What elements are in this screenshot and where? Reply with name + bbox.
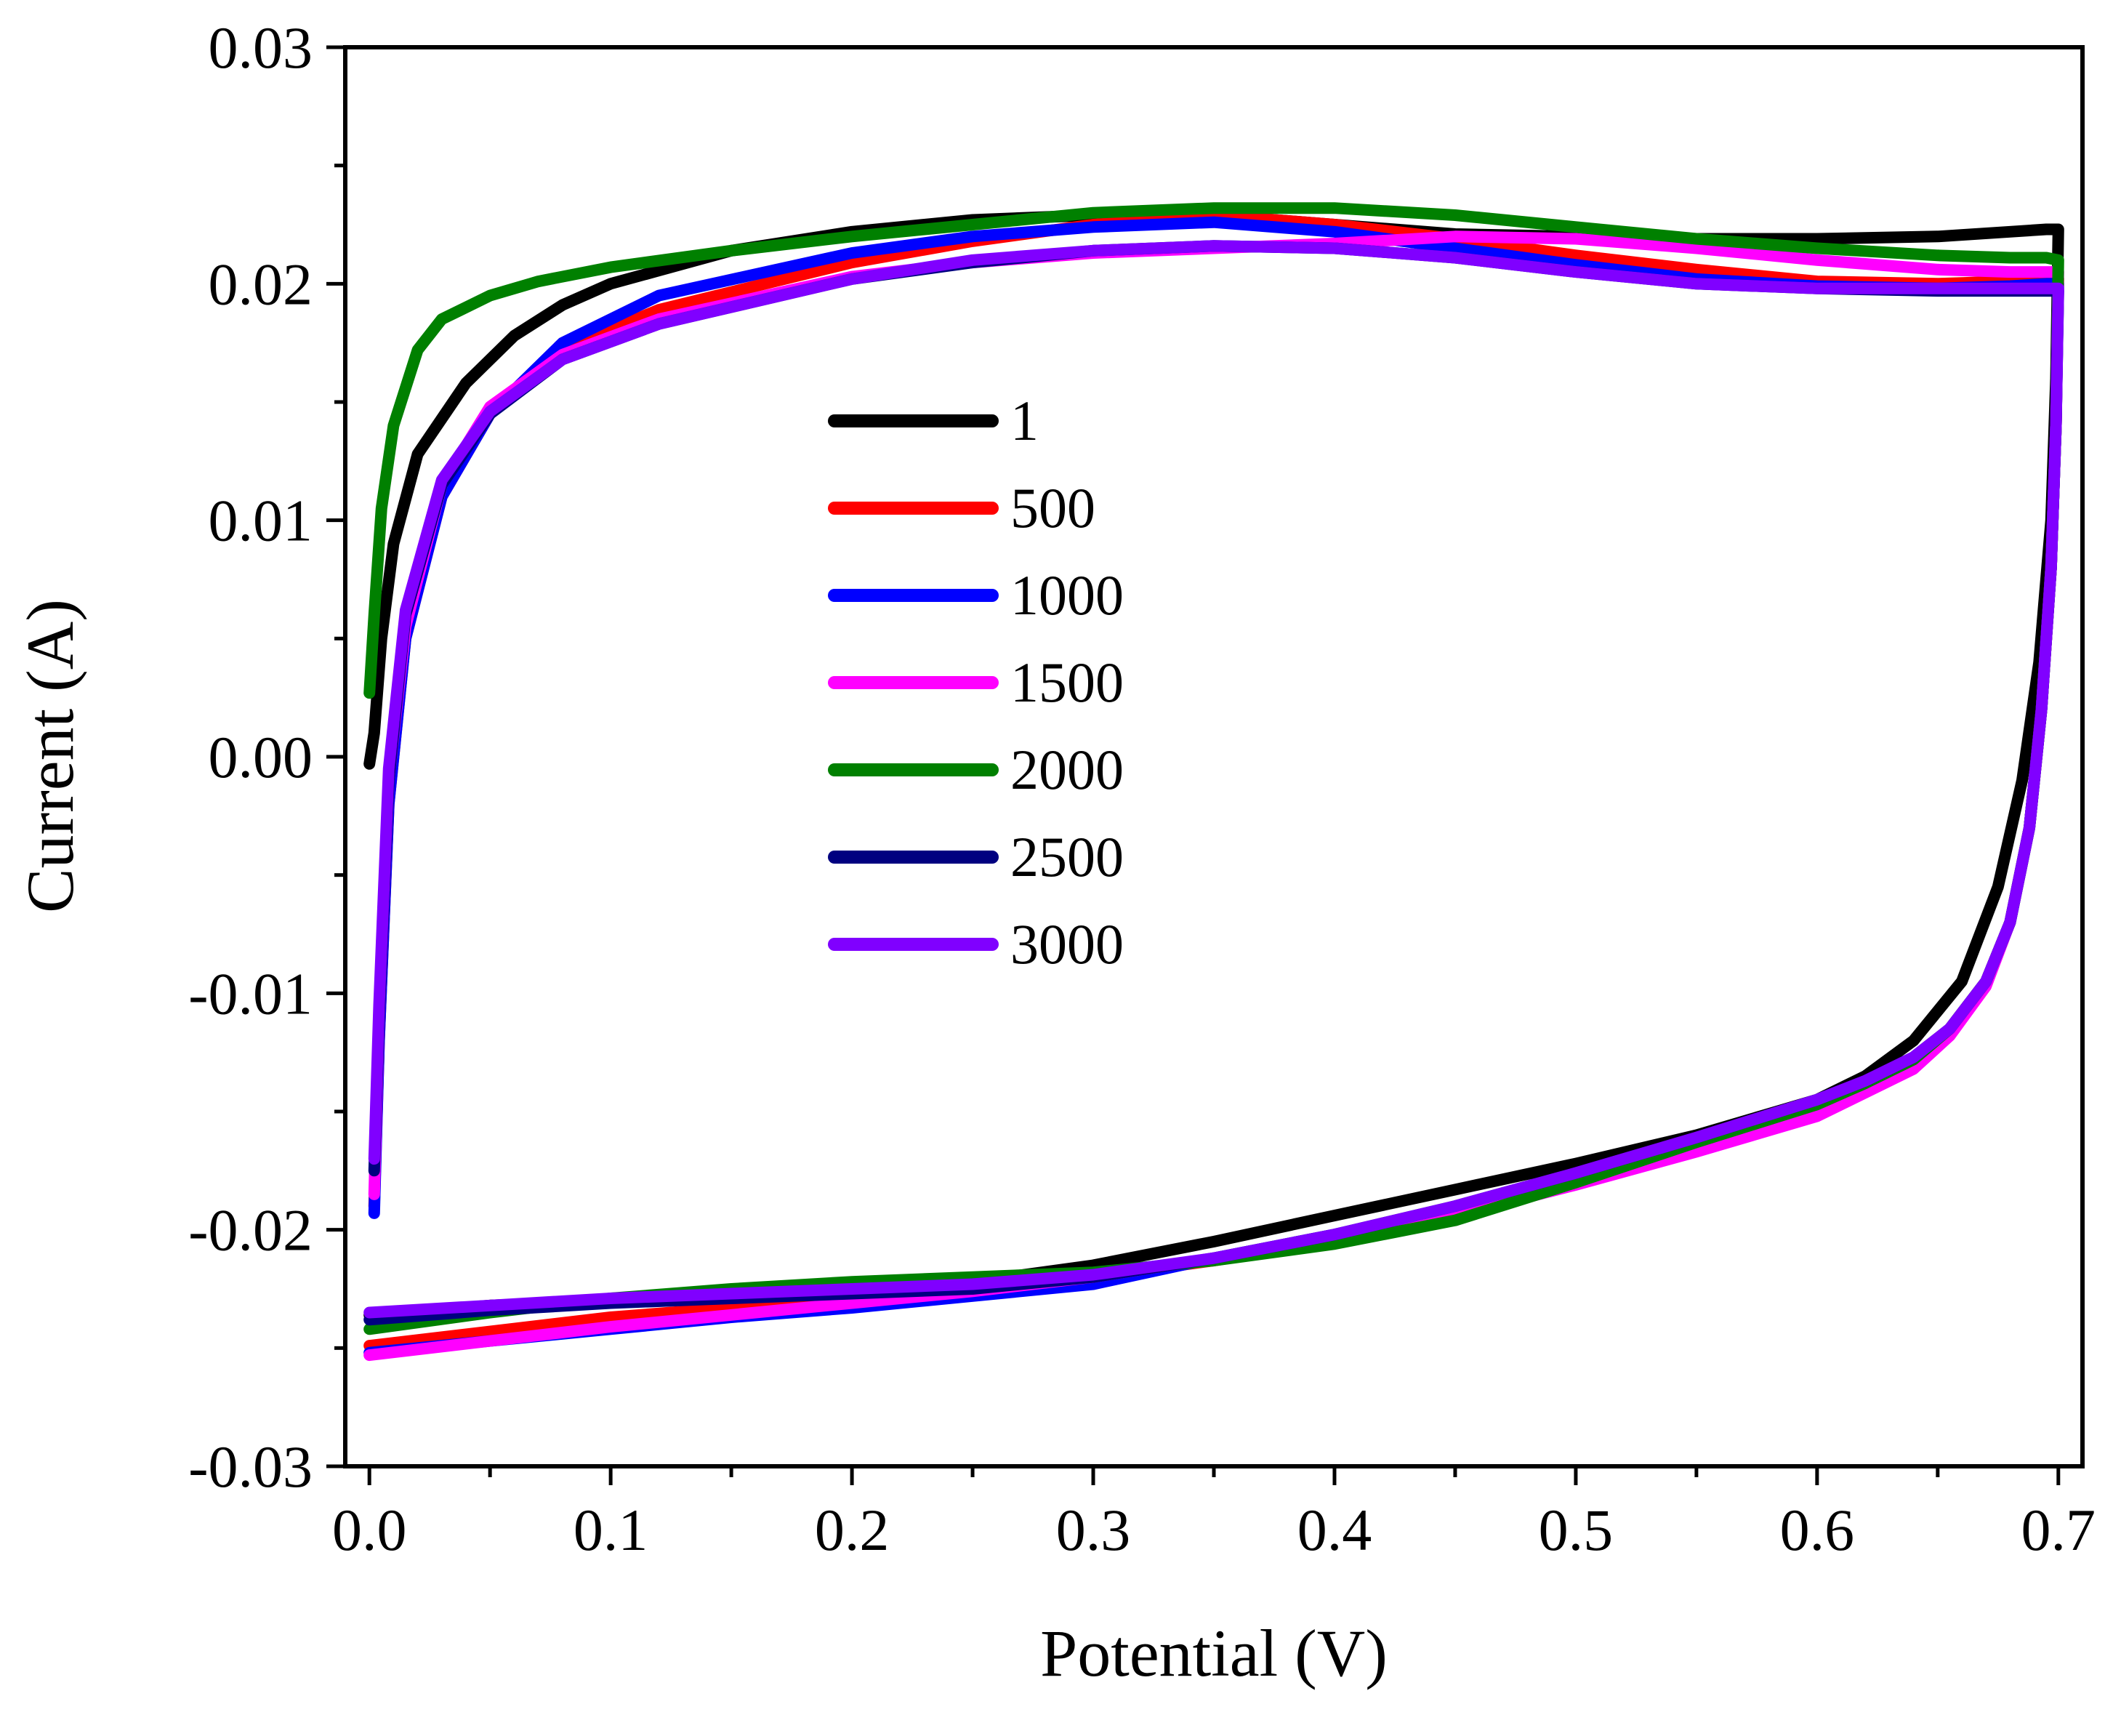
legend-label-1000: 1000 [1010,563,1124,627]
legend-label-3000: 3000 [1010,912,1124,976]
x-tick-label: 0.0 [332,1497,407,1563]
y-axis-title: Current (A) [13,599,87,913]
y-tick-label: 0.00 [209,724,313,790]
x-tick-label: 0.6 [1780,1497,1855,1563]
y-tick-label: 0.03 [209,15,313,81]
legend-label-2500: 2500 [1010,825,1124,888]
x-tick-label: 0.3 [1056,1497,1131,1563]
y-tick-label: -0.02 [188,1197,313,1263]
y-tick-label: -0.01 [188,960,313,1026]
x-tick-label: 0.2 [815,1497,890,1563]
series-line-2000 [363,202,2064,1335]
series-line-3000 [363,240,2064,1319]
series-line-1 [363,209,2064,1321]
x-tick-label: 0.5 [1539,1497,1614,1563]
legend-label-2000: 2000 [1010,738,1124,801]
y-tick-label: -0.03 [188,1434,313,1500]
ticks-layer: 0.0 0.1 0.2 0.3 0.4 0.5 0.6 0.7 0.03 0.02 0.01 0.00… [188,15,2096,1563]
x-tick-label: 0.1 [573,1497,648,1563]
legend-label-500: 500 [1010,476,1095,539]
series-line-2500 [363,240,2064,1326]
y-tick-label: 0.02 [209,251,313,317]
series-line-1000 [363,216,2064,1359]
series-line-500 [363,209,2064,1352]
series-layer [363,202,2064,1362]
x-tick-label: 0.7 [2021,1497,2096,1563]
legend-label-1500: 1500 [1010,651,1124,714]
x-axis-title: Potential (V) [1040,1616,1388,1690]
x-tick-label: 0.4 [1297,1497,1372,1563]
y-tick-label: 0.01 [209,488,313,554]
legend-label-1: 1 [1010,389,1039,452]
series-line-1500 [363,230,2064,1362]
